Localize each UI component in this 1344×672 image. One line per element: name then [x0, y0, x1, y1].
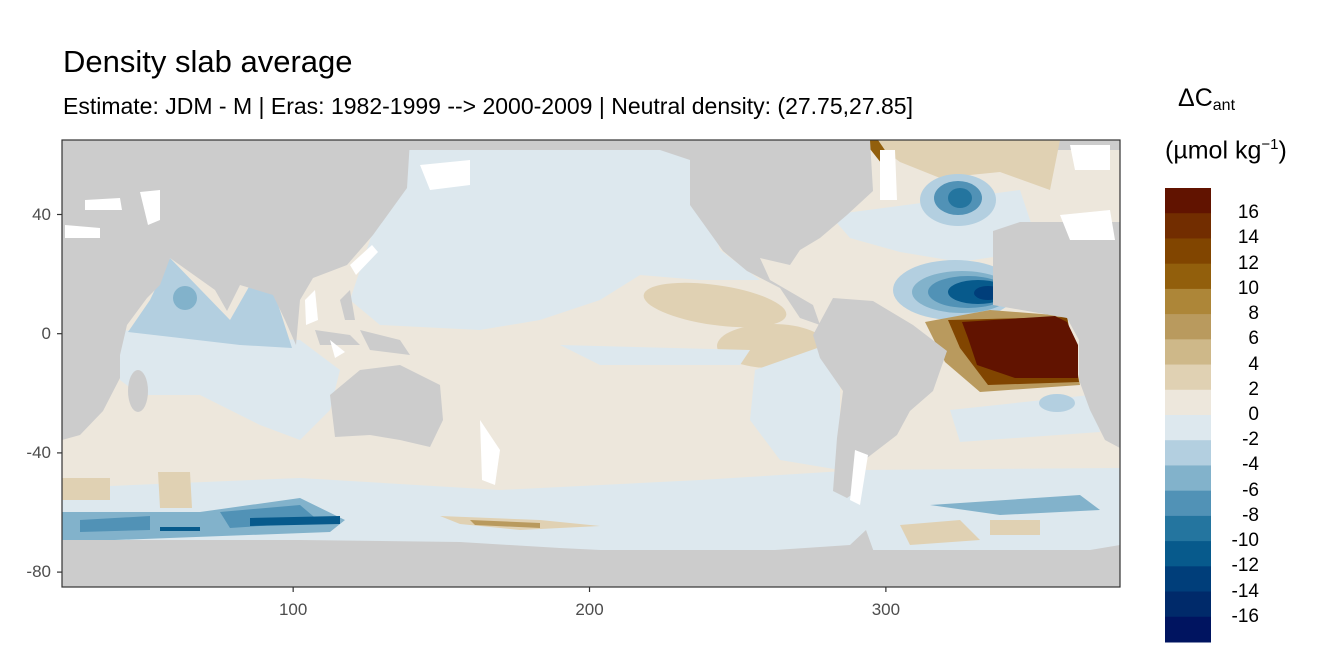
legend-color-bin: [1165, 339, 1211, 366]
legend-label: -6: [1242, 479, 1259, 501]
x-tick-label: 200: [575, 600, 604, 619]
plot-border: [61, 139, 1121, 588]
legend-label: -2: [1242, 429, 1259, 451]
region-north-pacific: [350, 150, 760, 330]
region-southern-tan-patches: [62, 472, 192, 508]
x-tick-label: 100: [278, 600, 308, 619]
legend-label: -8: [1242, 504, 1259, 526]
land-africa-west: [993, 222, 1120, 448]
legend-unit-sup: −1: [1261, 136, 1279, 153]
legend-color-bin: [1165, 188, 1211, 214]
y-tick-label: 40: [32, 204, 51, 224]
legend-color-bin: [1165, 263, 1211, 290]
y-tick-label: -80: [26, 562, 51, 582]
legend-color-bin: [1165, 238, 1211, 265]
land-madagascar: [128, 370, 148, 412]
legend-color-bin: [1165, 288, 1211, 315]
legend-color-bin: [1165, 415, 1211, 441]
region-weddell-blue: [930, 495, 1100, 515]
land-south-america: [813, 298, 947, 498]
region-ross-brown: [470, 520, 540, 528]
legend-colorbar: [1165, 188, 1211, 643]
axis-ticks: [57, 213, 887, 592]
legend-title: ΔCant: [1178, 84, 1235, 115]
legend-color-bin: [1165, 364, 1211, 391]
legend-label: -14: [1231, 580, 1259, 602]
chart-title: Density slab average: [63, 44, 353, 79]
legend-label: -12: [1231, 555, 1259, 577]
legend-color-bin: [1165, 213, 1211, 239]
region-equatorial-pacific: [560, 345, 750, 365]
legend-label: 10: [1237, 277, 1259, 299]
land-maritime-continent: [315, 290, 410, 355]
no-data-asia: [305, 245, 378, 358]
region-southern-blue-3: [160, 516, 340, 531]
legend-color-bin: [1165, 515, 1211, 542]
legend-label: 8: [1248, 303, 1259, 325]
region-south-atlantic-blob: [1039, 394, 1075, 412]
region-southeast-pacific: [750, 340, 840, 470]
region-subpolar-tan: [870, 140, 1060, 190]
legend-label: -16: [1231, 605, 1259, 627]
region-north-indian: [128, 258, 292, 348]
legend-unit: (µmol kg−1): [1165, 136, 1287, 165]
legend-label: 12: [1237, 252, 1259, 274]
region-arabian-sea-blob: [173, 286, 197, 310]
legend-color-bin: [1165, 541, 1211, 567]
legend-color-bin: [1165, 314, 1211, 340]
legend-label: -4: [1242, 454, 1259, 476]
region-east-pacific-tan-1: [643, 282, 787, 328]
legend-label: -10: [1231, 530, 1259, 552]
legend-label: 14: [1237, 227, 1259, 249]
land-antarctica: [62, 530, 1120, 587]
region-weddell-tan: [900, 520, 1040, 545]
legend-label: 6: [1248, 328, 1259, 350]
legend-color-bin: [1165, 440, 1211, 466]
land-north-america: [400, 140, 873, 325]
region-labrador-blue-3: [948, 188, 972, 208]
legend-color-bin: [1165, 591, 1211, 618]
legend-unit-main: (µmol kg: [1165, 136, 1262, 165]
legend-color-bin: [1165, 566, 1211, 593]
legend-color-bin: [1165, 616, 1211, 643]
no-data-europe-asia: [65, 190, 160, 238]
no-data-patches: [65, 145, 1115, 505]
region-south-indian: [120, 330, 340, 440]
land-australia: [330, 365, 443, 447]
legend-label: 4: [1248, 353, 1259, 375]
legend-color-bin: [1165, 389, 1211, 416]
region-equatorial-atlantic-max: [962, 316, 1078, 378]
legend-title-sub: ant: [1212, 97, 1236, 114]
y-tick-label: -40: [26, 442, 51, 462]
chart-subtitle: Estimate: JDM - M | Eras: 1982-1999 --> …: [63, 93, 913, 119]
x-tick-label: 300: [871, 600, 901, 619]
legend-label: 16: [1237, 202, 1259, 224]
legend-label: 2: [1248, 378, 1259, 400]
legend-title-main: ΔC: [1178, 84, 1213, 112]
legend-label: 0: [1248, 404, 1259, 425]
legend-unit-close: ): [1278, 136, 1287, 165]
legend-color-bin: [1165, 490, 1211, 517]
y-tick-label: 0: [41, 323, 51, 343]
legend-color-bin: [1165, 465, 1211, 492]
